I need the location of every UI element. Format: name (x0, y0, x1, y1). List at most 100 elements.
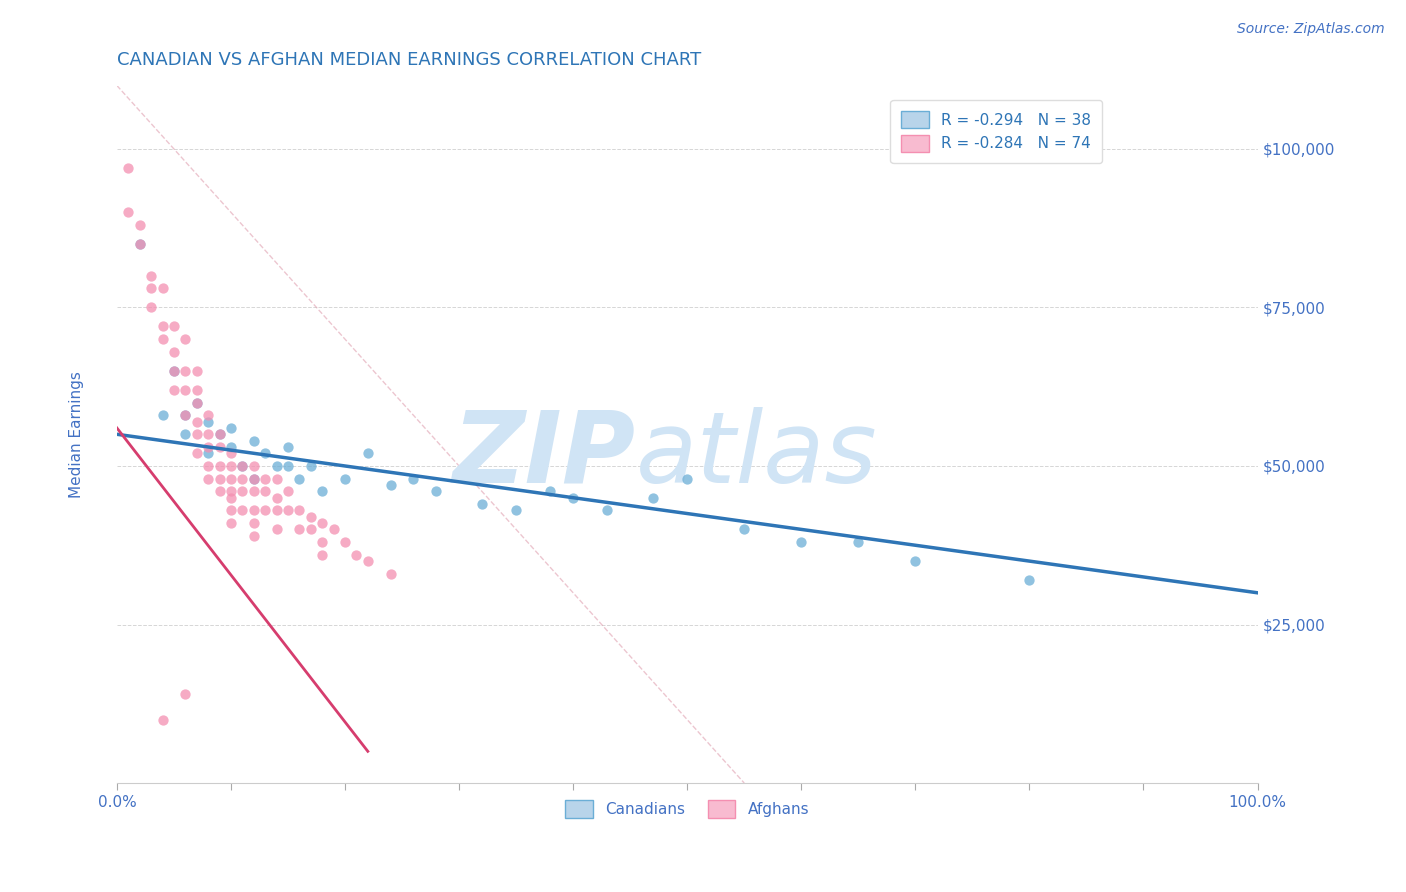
Point (197, 446, 219, 460)
Point (163, 383, 186, 397)
Point (152, 409, 174, 423)
Point (197, 440, 219, 454)
Point (152, 713, 174, 727)
Point (208, 427, 231, 442)
Point (344, 548, 367, 562)
Point (219, 446, 242, 460)
Point (174, 409, 197, 423)
Point (242, 484, 264, 499)
Point (333, 472, 356, 486)
Text: Median Earnings: Median Earnings (69, 371, 84, 498)
Point (163, 319, 186, 334)
Point (242, 458, 264, 473)
Point (186, 446, 208, 460)
Point (641, 491, 664, 505)
Point (538, 484, 561, 499)
Point (117, 205, 139, 219)
Point (311, 484, 333, 499)
Point (174, 409, 197, 423)
Point (505, 503, 527, 517)
Point (219, 472, 242, 486)
Point (139, 301, 162, 315)
Point (254, 484, 277, 499)
Point (596, 503, 619, 517)
Point (254, 503, 277, 517)
Point (186, 383, 208, 397)
Point (186, 364, 208, 378)
Point (288, 503, 311, 517)
Point (311, 548, 333, 562)
Point (163, 364, 186, 378)
Text: ZIP: ZIP (453, 407, 636, 504)
Point (904, 554, 927, 568)
Point (174, 687, 197, 701)
Point (242, 516, 264, 530)
Point (266, 458, 288, 473)
Point (357, 446, 380, 460)
Point (277, 503, 299, 517)
Text: atlas: atlas (636, 407, 877, 504)
Point (846, 535, 869, 549)
Point (288, 472, 311, 486)
Point (254, 446, 277, 460)
Point (208, 472, 231, 486)
Point (231, 458, 253, 473)
Point (231, 484, 253, 499)
Point (197, 415, 219, 429)
Point (676, 472, 699, 486)
Point (277, 458, 299, 473)
Legend: Canadians, Afghans: Canadians, Afghans (560, 795, 815, 824)
Point (242, 503, 264, 517)
Point (219, 491, 242, 505)
Text: CANADIAN VS AFGHAN MEDIAN EARNINGS CORRELATION CHART: CANADIAN VS AFGHAN MEDIAN EARNINGS CORRE… (117, 51, 702, 69)
Point (152, 281, 174, 295)
Point (402, 472, 425, 486)
Point (152, 319, 174, 334)
Point (242, 472, 264, 486)
Point (197, 458, 219, 473)
Point (163, 364, 186, 378)
Point (208, 484, 231, 499)
Point (208, 427, 231, 442)
Point (266, 472, 288, 486)
Point (197, 409, 219, 423)
Point (128, 218, 150, 232)
Point (1018, 573, 1040, 587)
Point (322, 522, 344, 536)
Point (471, 497, 494, 511)
Point (790, 535, 813, 549)
Point (139, 281, 162, 295)
Point (266, 491, 288, 505)
Point (266, 522, 288, 536)
Point (277, 440, 299, 454)
Point (174, 332, 197, 346)
Point (277, 484, 299, 499)
Point (562, 491, 585, 505)
Point (299, 509, 322, 524)
Point (333, 535, 356, 549)
Point (311, 535, 333, 549)
Point (219, 421, 242, 435)
Point (242, 434, 264, 448)
Point (208, 440, 231, 454)
Point (186, 395, 208, 409)
Point (231, 472, 253, 486)
Point (208, 458, 231, 473)
Point (242, 472, 264, 486)
Point (186, 427, 208, 442)
Point (219, 458, 242, 473)
Point (174, 383, 197, 397)
Point (231, 503, 253, 517)
Point (254, 472, 277, 486)
Point (219, 484, 242, 499)
Point (186, 395, 208, 409)
Point (163, 344, 186, 359)
Point (197, 427, 219, 442)
Point (733, 522, 755, 536)
Point (219, 516, 242, 530)
Point (186, 415, 208, 429)
Point (380, 478, 402, 492)
Point (117, 161, 139, 175)
Point (174, 427, 197, 442)
Point (242, 529, 264, 543)
